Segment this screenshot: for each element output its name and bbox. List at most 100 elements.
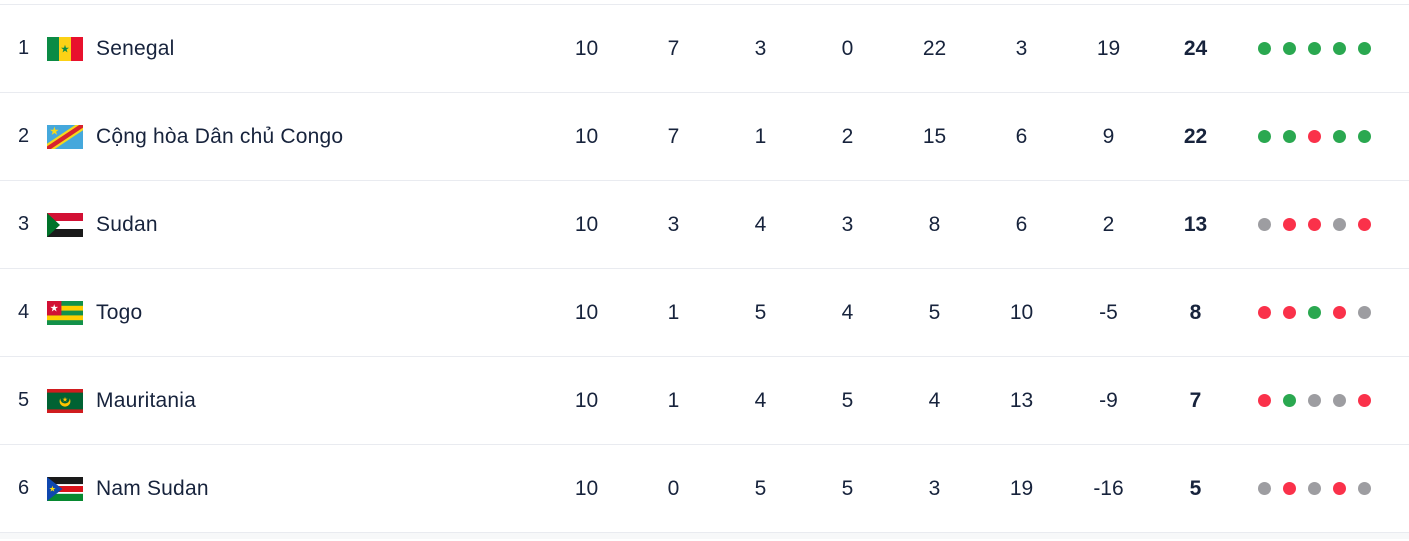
stat-wins: 3 bbox=[667, 212, 680, 236]
form-dot bbox=[1333, 394, 1346, 407]
stat-played: 10 bbox=[574, 476, 599, 500]
stat-goals-for: 8 bbox=[928, 212, 941, 236]
stat-losses: 5 bbox=[841, 476, 854, 500]
stat-points: 13 bbox=[1183, 212, 1208, 236]
form-dot bbox=[1308, 130, 1321, 143]
form-dot bbox=[1258, 394, 1271, 407]
stat-played: 10 bbox=[574, 124, 599, 148]
stat-goals-against: 6 bbox=[1015, 212, 1028, 236]
form-dot bbox=[1333, 130, 1346, 143]
form-indicator bbox=[1239, 130, 1409, 143]
stat-points: 22 bbox=[1183, 124, 1208, 148]
form-dot bbox=[1358, 42, 1371, 55]
stat-goals-against: 6 bbox=[1015, 124, 1028, 148]
stat-played: 10 bbox=[574, 300, 599, 324]
stat-draws: 5 bbox=[754, 300, 767, 324]
form-dot bbox=[1308, 394, 1321, 407]
form-dot bbox=[1283, 218, 1296, 231]
stat-draws: 4 bbox=[754, 388, 767, 412]
stat-goal-diff: 9 bbox=[1102, 124, 1115, 148]
form-dot bbox=[1308, 482, 1321, 495]
stat-losses: 0 bbox=[841, 36, 854, 60]
team-name: Nam Sudan bbox=[96, 476, 209, 500]
rank-label: 6 bbox=[18, 477, 30, 499]
form-dot bbox=[1358, 482, 1371, 495]
stat-goal-diff: -5 bbox=[1099, 300, 1118, 324]
stat-goals-against: 19 bbox=[1009, 476, 1034, 500]
stat-losses: 2 bbox=[841, 124, 854, 148]
form-dot bbox=[1358, 306, 1371, 319]
form-dot bbox=[1258, 42, 1271, 55]
form-dot bbox=[1333, 306, 1346, 319]
stat-goals-for: 5 bbox=[928, 300, 941, 324]
form-dot bbox=[1258, 306, 1271, 319]
team-name: Mauritania bbox=[96, 388, 197, 412]
rank-label: 2 bbox=[18, 125, 30, 147]
senegal-flag-icon bbox=[47, 36, 83, 61]
stat-wins: 1 bbox=[667, 300, 680, 324]
rank-label: 1 bbox=[18, 37, 30, 59]
stat-played: 10 bbox=[574, 388, 599, 412]
table-row[interactable]: 1 Senegal 10 7 3 0 22 3 19 24 bbox=[0, 5, 1409, 93]
form-indicator bbox=[1239, 482, 1409, 495]
table-row[interactable]: 6 Nam Sudan 10 0 5 5 3 19 -16 5 bbox=[0, 445, 1409, 533]
table-row[interactable]: 4 Togo 10 1 5 4 5 10 -5 8 bbox=[0, 269, 1409, 357]
stat-wins: 0 bbox=[667, 476, 680, 500]
stat-goals-for: 3 bbox=[928, 476, 941, 500]
stat-goals-against: 10 bbox=[1009, 300, 1034, 324]
table-row[interactable]: 3 Sudan 10 3 4 3 8 6 2 13 bbox=[0, 181, 1409, 269]
stat-wins: 7 bbox=[667, 36, 680, 60]
dr-congo-flag-icon bbox=[47, 124, 83, 149]
sudan-flag-icon bbox=[47, 212, 83, 237]
form-dot bbox=[1358, 130, 1371, 143]
rank-label: 5 bbox=[18, 389, 30, 411]
form-indicator bbox=[1239, 306, 1409, 319]
team-name: Cộng hòa Dân chủ Congo bbox=[96, 124, 344, 148]
stat-points: 5 bbox=[1189, 476, 1202, 500]
team-name: Senegal bbox=[96, 36, 175, 60]
form-dot bbox=[1283, 482, 1296, 495]
form-dot bbox=[1258, 130, 1271, 143]
stat-points: 7 bbox=[1189, 388, 1202, 412]
stat-goal-diff: 2 bbox=[1102, 212, 1115, 236]
form-dot bbox=[1358, 218, 1371, 231]
stat-draws: 5 bbox=[754, 476, 767, 500]
form-dot bbox=[1333, 42, 1346, 55]
stat-goal-diff: -9 bbox=[1099, 388, 1118, 412]
togo-flag-icon bbox=[47, 300, 83, 325]
stat-goal-diff: 19 bbox=[1096, 36, 1121, 60]
team-name: Togo bbox=[96, 300, 143, 324]
stat-goals-against: 3 bbox=[1015, 36, 1028, 60]
form-dot bbox=[1308, 218, 1321, 231]
form-dot bbox=[1308, 42, 1321, 55]
form-indicator bbox=[1239, 218, 1409, 231]
stat-goals-against: 13 bbox=[1009, 388, 1034, 412]
rank-label: 3 bbox=[18, 213, 30, 235]
form-dot bbox=[1258, 482, 1271, 495]
form-dot bbox=[1308, 306, 1321, 319]
form-indicator bbox=[1239, 42, 1409, 55]
south-sudan-flag-icon bbox=[47, 476, 83, 501]
stat-draws: 1 bbox=[754, 124, 767, 148]
form-dot bbox=[1283, 394, 1296, 407]
table-row[interactable]: 2 Cộng hòa Dân chủ Congo 10 7 1 2 15 6 9… bbox=[0, 93, 1409, 181]
stat-draws: 3 bbox=[754, 36, 767, 60]
stat-goals-for: 4 bbox=[928, 388, 941, 412]
form-dot bbox=[1333, 482, 1346, 495]
stat-wins: 1 bbox=[667, 388, 680, 412]
stat-goal-diff: -16 bbox=[1093, 476, 1124, 500]
table-row[interactable]: 5 Mauritania 10 1 4 5 4 13 -9 7 bbox=[0, 357, 1409, 445]
form-dot bbox=[1283, 42, 1296, 55]
stat-losses: 3 bbox=[841, 212, 854, 236]
stat-goals-for: 22 bbox=[922, 36, 947, 60]
rank-label: 4 bbox=[18, 301, 30, 323]
form-dot bbox=[1333, 218, 1346, 231]
form-dot bbox=[1283, 130, 1296, 143]
stat-losses: 4 bbox=[841, 300, 854, 324]
mauritania-flag-icon bbox=[47, 388, 83, 413]
stat-goals-for: 15 bbox=[922, 124, 947, 148]
stat-losses: 5 bbox=[841, 388, 854, 412]
stat-wins: 7 bbox=[667, 124, 680, 148]
standings-table: 1 Senegal 10 7 3 0 22 3 19 24 2 Cộng hò bbox=[0, 4, 1409, 533]
page-background bbox=[0, 533, 1409, 539]
